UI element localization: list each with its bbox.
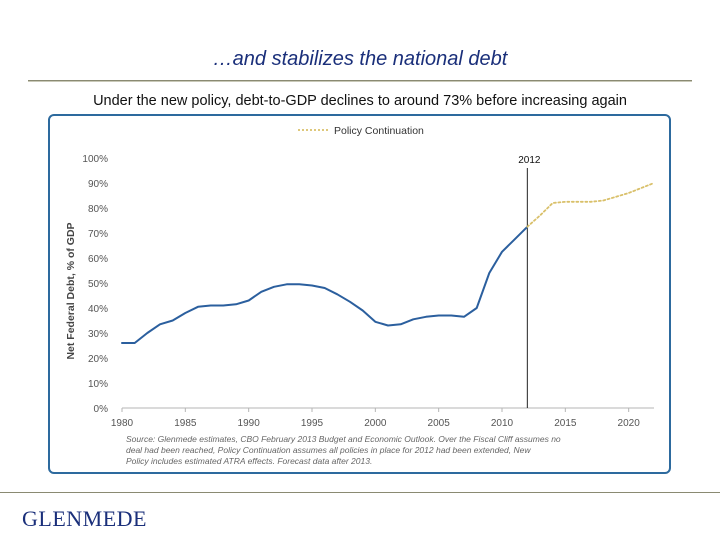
- y-tick-label: 100%: [82, 154, 108, 165]
- source-note: Source: Glenmede estimates, CBO February…: [126, 434, 561, 466]
- footer-divider: [0, 492, 720, 493]
- y-tick-label: 40%: [88, 304, 108, 315]
- y-tick-label: 60%: [88, 254, 108, 265]
- x-tick-label: 1980: [111, 418, 134, 429]
- series-line-historical: [121, 225, 529, 344]
- y-tick-label: 90%: [88, 179, 108, 190]
- y-axis-label: Net Federal Debt, % of GDP: [65, 222, 77, 359]
- x-tick-label: 1990: [238, 418, 261, 429]
- y-tick-label: 10%: [88, 379, 108, 390]
- x-tick-label: 1995: [301, 418, 324, 429]
- y-tick-label: 80%: [88, 204, 108, 215]
- x-tick-label: 2005: [428, 418, 451, 429]
- slide-title: …and stabilizes the national debt: [212, 48, 508, 70]
- y-tick-label: 20%: [88, 354, 108, 365]
- y-tick-label: 30%: [88, 329, 108, 340]
- slide-subtitle: Under the new policy, debt-to-GDP declin…: [93, 93, 627, 109]
- y-tick-label: 50%: [88, 279, 108, 290]
- x-tick-label: 2010: [491, 418, 514, 429]
- debt-chart: Policy Continuation 0% 10% 20% 30% 40% 50% 60% 7…: [65, 125, 655, 466]
- chart-frame: Policy Continuation 0% 10% 20% 30% 40% 50% 60% 7…: [48, 114, 671, 474]
- legend-label: Policy Continuation: [334, 125, 424, 137]
- x-tick-label: 1985: [174, 418, 197, 429]
- series-line-policy-continuation: [526, 182, 655, 228]
- title-divider: [28, 80, 692, 82]
- y-tick-label: 70%: [88, 229, 108, 240]
- y-tick-label: 0%: [94, 404, 109, 415]
- annotation-label-2012: 2012: [518, 155, 541, 166]
- x-tick-label: 2015: [554, 418, 577, 429]
- glenmede-logo: GLENMEDE: [22, 506, 147, 531]
- x-tick-label: 2000: [364, 418, 387, 429]
- x-tick-label: 2020: [618, 418, 641, 429]
